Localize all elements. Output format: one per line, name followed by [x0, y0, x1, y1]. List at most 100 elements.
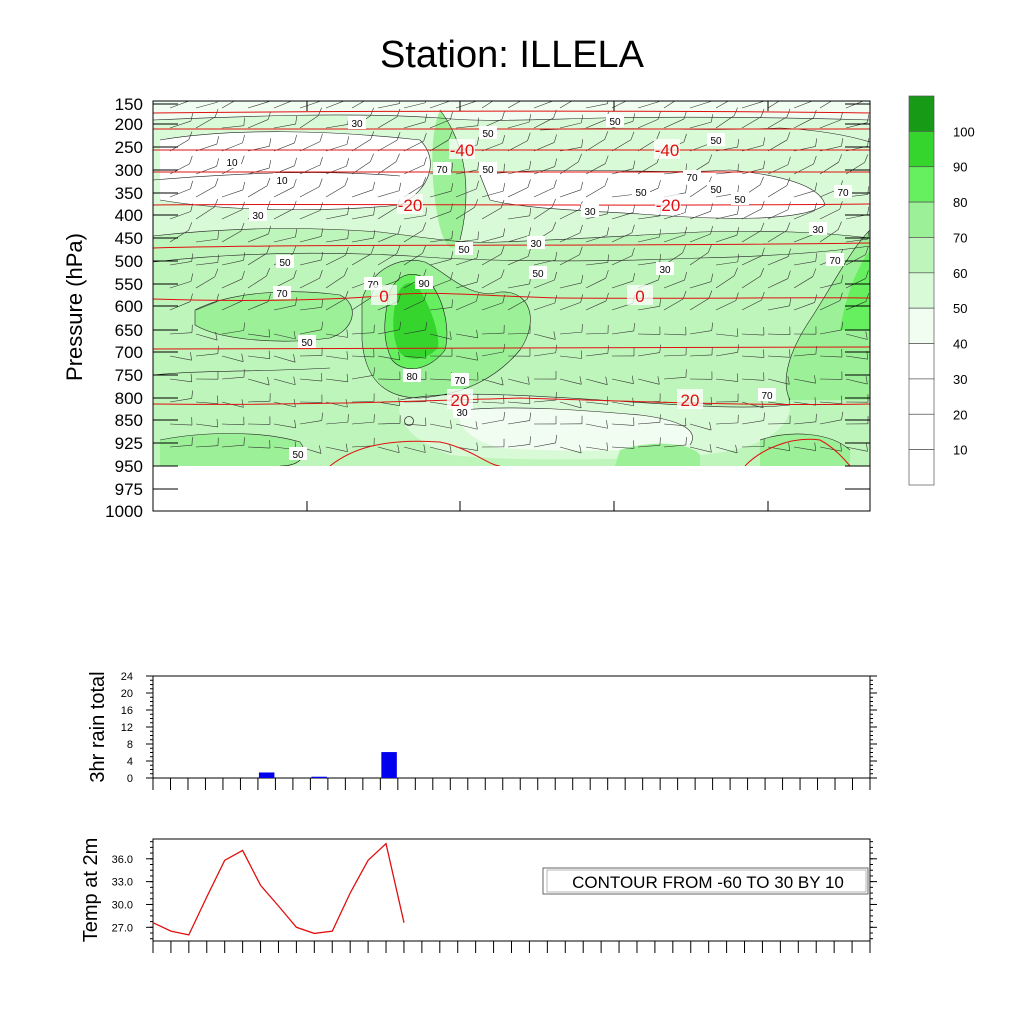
- wind-barb-shaft: [169, 378, 192, 383]
- humidity-contour-line: [153, 114, 870, 121]
- wind-barb-shaft: [585, 353, 608, 357]
- wind-barb-shaft: [559, 331, 582, 335]
- wind-barb-shaft: [169, 139, 189, 152]
- wind-barb-shaft: [247, 301, 269, 311]
- temp-tick-label: 27.0: [112, 922, 133, 934]
- wind-barb-flag: [606, 442, 609, 451]
- wind-barb-shaft: [169, 444, 192, 448]
- pressure-tick-label: 850: [115, 411, 143, 430]
- temperature-panel: 27.0 30.0 33.0 36.0 CONTOUR FROM -60 TO 30 …: [80, 838, 877, 953]
- humidity-contour-line: [153, 245, 870, 263]
- humidity-contour-label: 10: [226, 158, 238, 169]
- wind-barb-shaft: [247, 333, 270, 338]
- wind-barb-flag: [372, 181, 376, 190]
- wind-barb-flag: [373, 367, 375, 376]
- wind-barb-shaft: [273, 304, 296, 311]
- wind-barb-shaft: [273, 123, 296, 129]
- wind-barb-flag: [735, 292, 739, 301]
- wind-barb-flag: [241, 270, 245, 280]
- humidity-contour-label: 10: [276, 176, 288, 187]
- wind-barb-shaft: [273, 333, 296, 340]
- wind-barb-flag: [344, 290, 349, 300]
- wind-barb-flag: [346, 329, 349, 338]
- humidity-contour-label-bg: [223, 155, 241, 168]
- wind-barb-shaft: [637, 101, 660, 109]
- wind-barb-flag: [839, 292, 843, 301]
- wind-barb-shaft: [663, 298, 684, 311]
- wind-barb-shaft: [169, 230, 189, 243]
- wind-barb-shaft: [299, 141, 321, 152]
- wind-barb-flag: [449, 331, 452, 340]
- wind-barb-shaft: [741, 446, 765, 448]
- wind-barb-shaft: [377, 116, 398, 129]
- wind-barb-shaft: [299, 420, 322, 425]
- rain-tick-label: 12: [121, 722, 133, 734]
- humidity-contour-label-bg: [273, 173, 291, 186]
- humidity-contour-label: 70: [829, 256, 841, 267]
- shade-dry-pocket-left: [160, 131, 431, 210]
- wind-barb-flag: [477, 161, 480, 170]
- wind-barb-flag: [476, 273, 480, 283]
- wind-barb-flag: [216, 158, 220, 167]
- wind-barb-flag: [580, 181, 584, 190]
- wind-barb-shaft: [767, 256, 789, 266]
- wind-barb-flag: [266, 245, 271, 254]
- wind-barb-flag: [657, 180, 661, 189]
- wind-barb-flag: [293, 178, 297, 188]
- humidity-contour-label: 50: [635, 188, 647, 199]
- wind-barb-shaft: [403, 355, 426, 359]
- wind-barb-shaft: [559, 355, 582, 359]
- wind-barb-shaft: [611, 139, 632, 152]
- wind-barb-shaft: [195, 276, 216, 289]
- wind-barb-shaft: [247, 119, 269, 129]
- pressure-tick-label: 150: [115, 95, 143, 114]
- wind-barb-shaft: [481, 277, 502, 289]
- wind-barb-shaft: [663, 212, 686, 220]
- humidity-contour-label-bg: [527, 236, 545, 249]
- wind-barb-flag: [293, 354, 296, 363]
- colorbar: 10 20 30 40 50 60 70 80 90 100: [908, 95, 975, 486]
- wind-barb-flag: [683, 110, 687, 120]
- wind-barb-shaft: [221, 355, 244, 363]
- wind-barb-flag: [320, 101, 322, 102]
- wind-barb-flag: [710, 114, 714, 123]
- wind-barb-shaft: [741, 168, 764, 175]
- wind-barb-shaft: [767, 139, 788, 152]
- wind-barb-flag: [321, 299, 323, 308]
- wind-barb-shaft: [481, 253, 502, 266]
- wind-barb-shaft: [637, 422, 660, 425]
- humidity-contour-label: 50: [482, 129, 494, 140]
- wind-barb-flag: [763, 412, 765, 421]
- temperature-contour-label: 20: [681, 391, 700, 410]
- wind-barb-shaft: [611, 446, 634, 449]
- wind-barb-flag: [347, 230, 349, 239]
- wind-barb-shaft: [195, 401, 218, 404]
- wind-barb-flag: [529, 160, 532, 170]
- below-ground-mask: [154, 466, 869, 511]
- wind-barb-shaft: [689, 121, 712, 129]
- humidity-contour-label-bg: [656, 262, 674, 275]
- humidity-contour-label-bg: [834, 185, 852, 198]
- humidity-contour-label: 50: [279, 258, 291, 269]
- wind-barb-flag: [319, 202, 323, 211]
- wind-barb-flag: [243, 117, 245, 126]
- pressure-tick-label: 300: [115, 161, 143, 180]
- temperature-contour-label: -40: [655, 141, 680, 160]
- wind-barb-flag: [345, 246, 349, 256]
- wind-barb-shaft: [585, 139, 605, 152]
- temperature-contour-line: [744, 438, 851, 466]
- wind-barb-flag: [373, 206, 376, 216]
- pressure-axis-label: Pressure (hPa): [62, 233, 87, 381]
- humidity-contour-label-bg: [451, 373, 469, 386]
- wind-barb-flag: [188, 131, 193, 140]
- wind-barb-flag: [528, 227, 532, 236]
- wind-barb-shaft: [195, 116, 216, 129]
- humidity-contour-label: 50: [292, 450, 304, 461]
- wind-barb-flag: [476, 136, 480, 145]
- wind-barb-flag: [191, 390, 193, 399]
- wind-barb-shaft: [715, 422, 738, 425]
- wind-barb-flag: [555, 344, 557, 353]
- wind-barb-shaft: [299, 329, 322, 335]
- wind-barb-shaft: [481, 419, 504, 425]
- wind-barb-shaft: [195, 262, 218, 266]
